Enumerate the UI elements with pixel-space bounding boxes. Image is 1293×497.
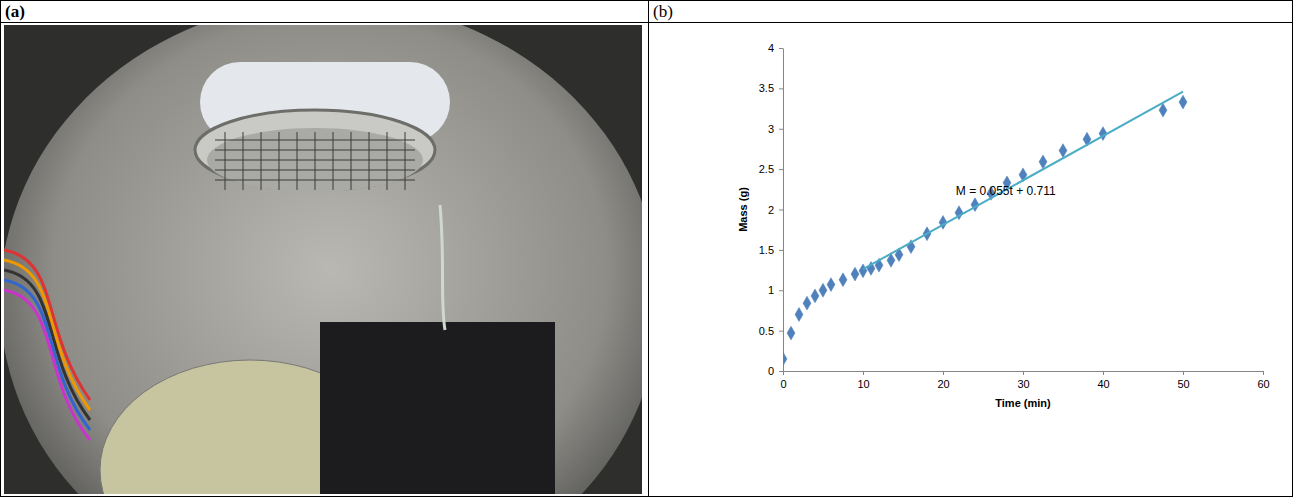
point xyxy=(859,264,867,278)
mesh-wire xyxy=(369,132,370,190)
panel-label: (a) xyxy=(5,2,25,21)
tick: 2.5 xyxy=(759,163,783,175)
tick: 1.5 xyxy=(759,244,783,256)
tick-mark xyxy=(779,48,783,49)
point xyxy=(795,308,803,322)
tick-mark xyxy=(779,331,783,332)
tick-label: 10 xyxy=(857,378,869,390)
tick-label: 50 xyxy=(1177,378,1189,390)
tick-mark xyxy=(783,371,784,375)
point xyxy=(1179,95,1187,109)
point xyxy=(839,273,847,287)
mesh-wire xyxy=(243,132,244,190)
tick-mark xyxy=(779,169,783,170)
point xyxy=(803,296,811,310)
tick: 2 xyxy=(768,204,783,216)
x-axis: 0 10 20 30 40 50 60 xyxy=(780,371,1269,390)
tick-mark xyxy=(943,371,944,375)
y-axis-line xyxy=(783,49,784,372)
cable xyxy=(440,205,445,330)
tick-label: 60 xyxy=(1257,378,1269,390)
box xyxy=(320,322,555,494)
tick-mark xyxy=(1023,371,1024,375)
point xyxy=(819,283,827,297)
tick-mark xyxy=(779,88,783,89)
tick: 0 xyxy=(780,371,786,390)
plot-marks xyxy=(783,92,1187,366)
mesh-wire xyxy=(315,132,316,190)
tick-label: 3.5 xyxy=(759,82,774,94)
tick-label: 30 xyxy=(1017,378,1029,390)
point xyxy=(1059,144,1067,158)
point xyxy=(783,352,787,366)
tick-label: 2 xyxy=(768,204,774,216)
tick: 30 xyxy=(1017,371,1029,390)
tick-mark xyxy=(1103,371,1104,375)
y-axis: 0 0.5 1 1.5 2 2.5 3 3.5 4 xyxy=(759,42,784,377)
tick-mark xyxy=(779,371,783,372)
tick: 0.5 xyxy=(759,325,783,337)
tick: 0 xyxy=(768,365,783,377)
x-axis-title: Time (min) xyxy=(995,397,1051,409)
panel-label: (b) xyxy=(653,2,673,21)
tick-label: 0 xyxy=(768,365,774,377)
tick-label: 20 xyxy=(937,378,949,390)
mesh-wire xyxy=(351,132,352,190)
tick-label: 3 xyxy=(768,123,774,135)
wire xyxy=(4,290,90,440)
figure: (a) (b) 0 10 20 30 40 50 60 0 0.5 1 1.5 2 2.5 3 3.5 4 Time… xyxy=(0,0,1293,497)
photo xyxy=(4,25,642,494)
tick-mark xyxy=(1183,371,1184,375)
tick-label: 2.5 xyxy=(759,163,774,175)
mesh-wire xyxy=(215,140,415,141)
mesh-wire xyxy=(405,132,406,190)
column-rule xyxy=(648,0,649,497)
tick-mark xyxy=(779,290,783,291)
tick: 20 xyxy=(937,371,949,390)
point xyxy=(827,278,835,292)
wire xyxy=(4,280,90,430)
tick-label: 40 xyxy=(1097,378,1109,390)
point xyxy=(1159,103,1167,117)
tick-mark xyxy=(1263,371,1264,375)
tick: 3.5 xyxy=(759,82,783,94)
tick: 60 xyxy=(1257,371,1269,390)
header-rule xyxy=(0,22,1293,23)
mesh-wire xyxy=(225,132,226,190)
tick: 3 xyxy=(768,123,783,135)
tick: 10 xyxy=(857,371,869,390)
tick-mark xyxy=(863,371,864,375)
trend-line xyxy=(863,92,1183,270)
tick-label: 0.5 xyxy=(759,325,774,337)
tick-label: 4 xyxy=(768,42,774,54)
tick-label: 1.5 xyxy=(759,244,774,256)
mesh-wire xyxy=(333,132,334,190)
sieve-mesh xyxy=(207,128,423,192)
tick-mark xyxy=(779,210,783,211)
mesh-wire xyxy=(387,132,388,190)
equation: M = 0.055t + 0.711 xyxy=(956,184,1056,198)
mesh-wire xyxy=(215,160,415,161)
mesh-wire xyxy=(215,150,415,151)
tick: 1 xyxy=(768,284,783,296)
tick-label: 0 xyxy=(780,378,786,390)
mesh-wire xyxy=(261,132,262,190)
tick-label: 1 xyxy=(768,284,774,296)
chamber xyxy=(4,25,642,494)
tick-mark xyxy=(779,129,783,130)
y-axis-title: Mass (g) xyxy=(737,187,749,232)
tick: 50 xyxy=(1177,371,1189,390)
tick: 4 xyxy=(768,42,783,54)
mesh-wire xyxy=(279,132,280,190)
tick: 40 xyxy=(1097,371,1109,390)
mesh-wire xyxy=(215,180,415,181)
point xyxy=(787,326,795,340)
mesh-wire xyxy=(297,132,298,190)
point xyxy=(811,289,819,303)
tick-mark xyxy=(779,250,783,251)
mesh-wire xyxy=(215,170,415,171)
sieve xyxy=(207,128,423,192)
point xyxy=(851,267,859,281)
